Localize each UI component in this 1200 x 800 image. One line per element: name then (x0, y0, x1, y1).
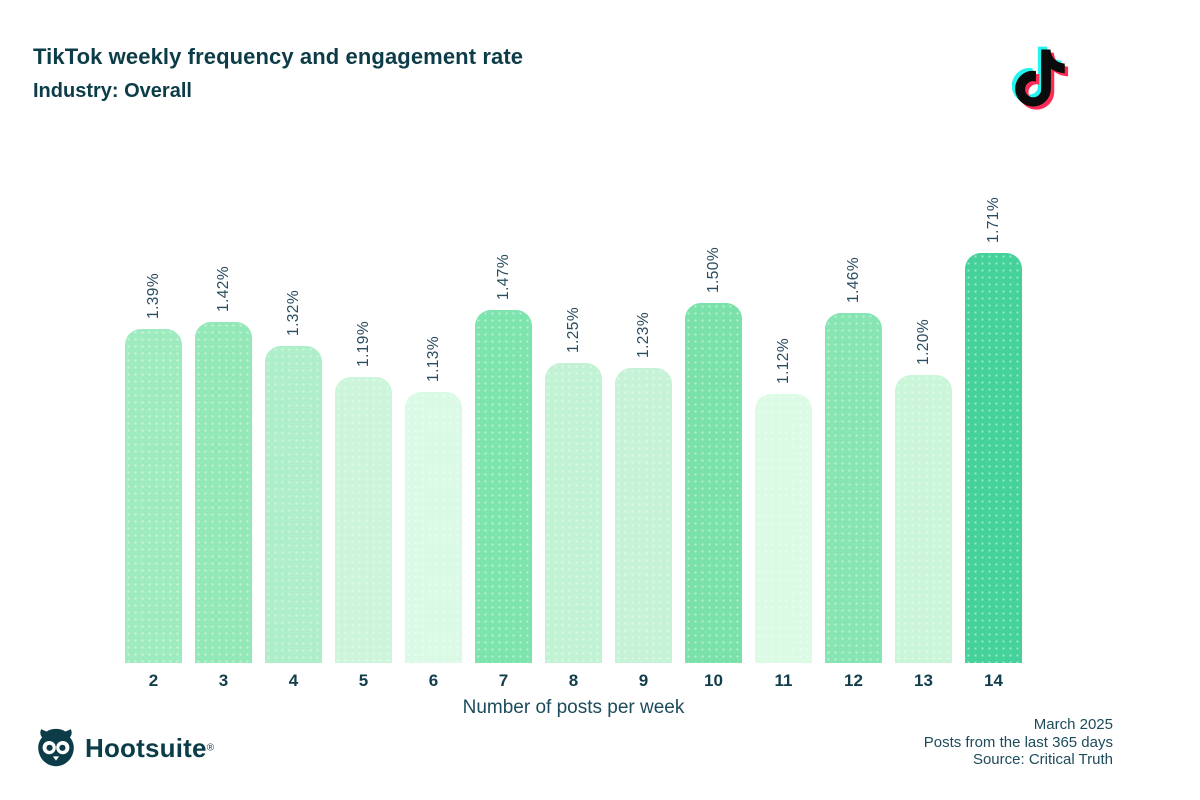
hootsuite-owl-icon (38, 728, 74, 767)
x-tick-label: 5 (358, 671, 369, 690)
bar (195, 322, 252, 663)
bar-slot: 1.46% (825, 257, 882, 663)
x-axis-ticks: 2 3 4 5 6 7 8 9 10 11 12 13 14 (125, 671, 1022, 691)
bar-slot: 1.20% (895, 319, 952, 663)
bar-value-label: 1.25% (564, 307, 582, 353)
hootsuite-logo: Hootsuite® (36, 728, 214, 768)
bar-slot: 1.19% (335, 321, 392, 663)
bar (895, 375, 952, 663)
x-tick-label: 8 (568, 671, 579, 690)
bar-value-label: 1.71% (984, 197, 1002, 243)
x-tick-label: 11 (774, 671, 793, 690)
x-tick-label: 9 (638, 671, 649, 690)
bar-slot: 1.23% (615, 312, 672, 663)
bar-slot: 1.12% (755, 338, 812, 663)
meta-range: Posts from the last 365 days (923, 733, 1113, 751)
bar (965, 253, 1022, 663)
bar-slot: 1.13% (405, 336, 462, 663)
bar-chart: 1.39% 1.42% 1.32% 1.19% 1.13% 1.47% 1.25% 1.23%… (125, 0, 1022, 663)
chart-meta: March 2025 Posts from the last 365 days … (924, 716, 1113, 769)
x-tick-label: 6 (428, 671, 439, 690)
bar-value-label: 1.42% (214, 266, 232, 312)
bar-slot: 1.25% (545, 307, 602, 663)
page-subtitle: Industry: Overall (33, 80, 192, 102)
bar-slot: 1.42% (195, 266, 252, 663)
bar (475, 310, 532, 663)
bar-slot: 1.71% (965, 197, 1022, 663)
bar-value-label: 1.46% (844, 257, 862, 303)
bar (755, 394, 812, 663)
bar-value-label: 1.13% (424, 336, 442, 382)
bar (685, 303, 742, 663)
bar-slot: 1.32% (265, 290, 322, 663)
page-title: TikTok weekly frequency and engagement r… (33, 44, 524, 69)
bar-slot: 1.50% (685, 247, 742, 663)
bar-value-label: 1.23% (634, 312, 652, 358)
x-tick-label: 10 (704, 671, 723, 690)
x-tick-label: 2 (148, 671, 159, 690)
x-tick-label: 3 (218, 671, 229, 690)
x-tick-label: 4 (288, 671, 299, 690)
hootsuite-wordmark: Hootsuite (85, 732, 207, 763)
bar-value-label: 1.50% (704, 247, 722, 293)
registered-mark: ® (206, 742, 215, 754)
x-tick-label: 14 (984, 671, 1003, 690)
bar-slot: 1.39% (125, 273, 182, 663)
meta-source: Source: Critical Truth (972, 751, 1113, 768)
bar-value-label: 1.12% (774, 338, 792, 384)
bar-value-label: 1.20% (914, 319, 932, 365)
bar-slot: 1.47% (475, 254, 532, 663)
tiktok-logo-icon (1002, 36, 1078, 120)
bar (125, 329, 182, 663)
bar (265, 346, 322, 663)
bar (615, 368, 672, 663)
bar-value-label: 1.39% (144, 273, 162, 319)
bar (825, 313, 882, 663)
x-tick-label: 13 (914, 671, 933, 690)
bar-value-label: 1.19% (354, 321, 372, 367)
meta-date: March 2025 (1033, 716, 1113, 733)
x-tick-label: 12 (844, 671, 863, 690)
bar (545, 363, 602, 663)
x-tick-label: 7 (498, 671, 509, 690)
x-axis-title: Number of posts per week (462, 697, 685, 718)
bar (405, 392, 462, 663)
bar-value-label: 1.47% (494, 254, 512, 300)
bar-value-label: 1.32% (284, 290, 302, 336)
bar (335, 377, 392, 663)
